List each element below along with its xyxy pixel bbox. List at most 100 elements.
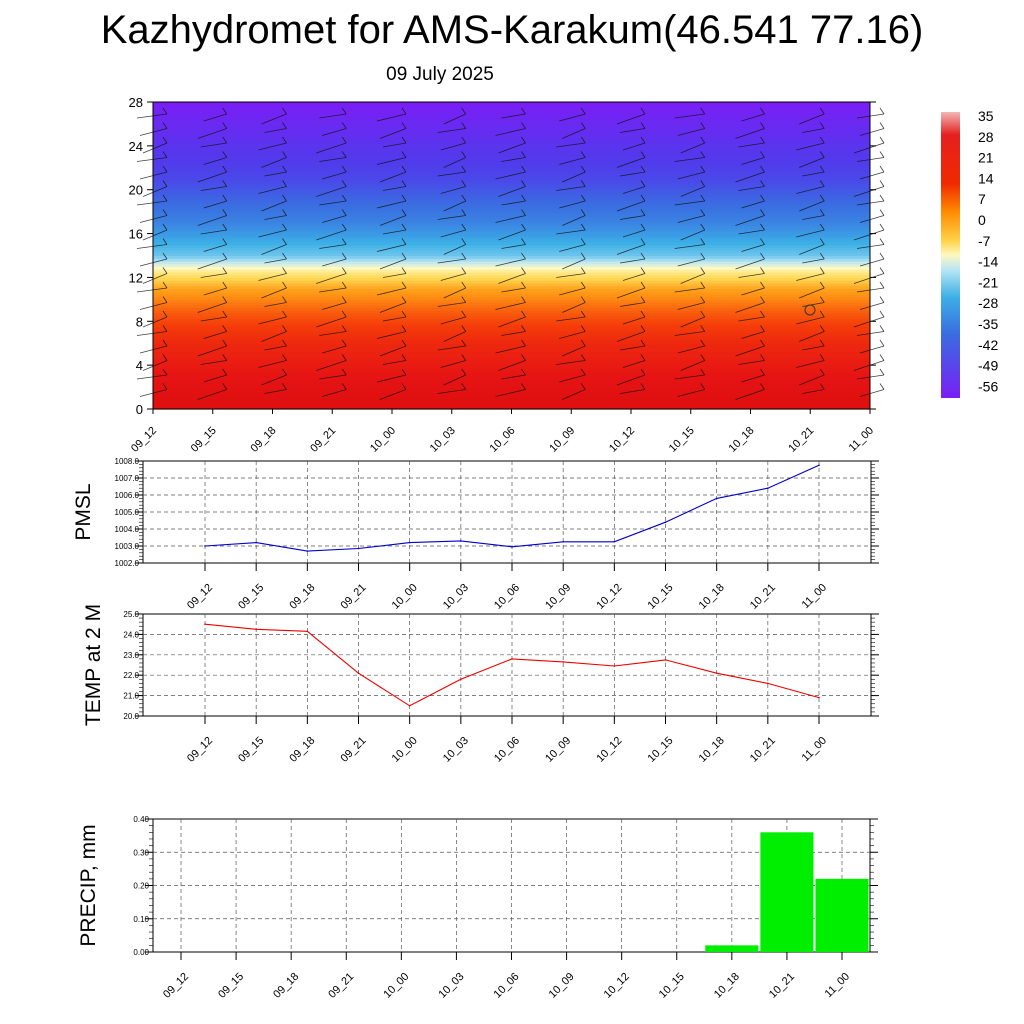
wind-barb (440, 142, 466, 151)
wind-barb-flag (282, 281, 287, 289)
temperature-band (153, 104, 870, 109)
wind-barb-flag (580, 151, 586, 158)
wind-barb (197, 302, 227, 313)
temperature-band (153, 151, 870, 155)
wind-barb (799, 157, 825, 168)
y-tick-label: 1006.0 (115, 491, 140, 500)
wind-barb (264, 215, 287, 220)
wind-barb (495, 258, 526, 267)
wind-barb-flag (879, 325, 885, 332)
wind-barb (322, 389, 347, 397)
wind-barb (622, 186, 646, 194)
temperature-band (153, 282, 870, 287)
x-tick-label: 10_12 (607, 425, 637, 455)
wind-barb-flag (760, 325, 765, 332)
wind-barb-flag (760, 281, 765, 289)
wind-barb (619, 345, 646, 351)
wind-barb-flag (640, 325, 646, 332)
wind-barb (674, 244, 705, 249)
wind-barb (498, 229, 526, 241)
y-tick-label: 0.20 (133, 882, 149, 891)
wind-barb-flag (879, 383, 885, 390)
wind-barb-flag (760, 296, 765, 303)
wind-barb-flag (640, 354, 646, 361)
temperature-band (153, 365, 870, 369)
wind-barb-flag (640, 151, 646, 158)
wind-barb (136, 374, 168, 380)
temperature-band (153, 269, 870, 273)
y-tick-label: 25.0 (123, 610, 139, 619)
y-tick-label: 0.40 (133, 815, 149, 824)
wind-barb-flag (760, 136, 765, 144)
wind-barb (322, 258, 347, 267)
x-tick-label: 09_18 (249, 425, 279, 455)
wind-barb (856, 113, 885, 119)
data-point (460, 678, 462, 681)
wind-barb (197, 171, 227, 183)
temperature-band (153, 307, 870, 311)
wind-barb-flag (700, 281, 706, 289)
wind-barb (258, 273, 287, 281)
wind-barb-flag (222, 194, 228, 202)
wind-barb-flag (341, 252, 347, 260)
wind-barb (799, 331, 825, 342)
y-axis-label: PMSL (72, 483, 95, 540)
wind-barb (440, 229, 466, 238)
precip-panel: 0.00 0.10 0.20 0.30 0.40 09_12 09_15 09_18 09_21… (77, 815, 878, 1001)
wind-barb-flag (879, 107, 885, 115)
temperature-band (153, 271, 870, 276)
wind-barb-flag (282, 267, 287, 274)
wind-barb (379, 345, 407, 357)
y-tick-label: 0.10 (133, 915, 149, 924)
wind-barb-flag (521, 223, 526, 231)
wind-barb-flag (580, 267, 586, 274)
wind-barb (674, 113, 705, 119)
colorbar-label: 14 (978, 170, 994, 186)
wind-barb (139, 128, 168, 136)
temperature-band (153, 313, 870, 317)
temperature-band (153, 329, 870, 333)
wind-barb-flag (401, 354, 407, 361)
x-tick-label: 10_09 (547, 971, 577, 1001)
wind-barb-flag (700, 368, 706, 376)
wind-barb (203, 200, 227, 209)
wind-barb (853, 229, 885, 241)
wind-barb-flag (341, 310, 347, 318)
wind-barb (559, 287, 586, 296)
wind-barb (856, 374, 885, 380)
data-point (357, 547, 360, 550)
wind-barb (622, 360, 646, 368)
temperature-band (153, 389, 870, 394)
x-tick-label: 09_12 (161, 971, 191, 1001)
wind-barb-flag (760, 122, 765, 129)
y-axis-label: PRECIP, mm (77, 824, 100, 946)
x-tick-label: 10_09 (547, 425, 577, 455)
wind-barb (379, 171, 407, 183)
wind-barb-flag (700, 223, 706, 231)
temperature-band (153, 211, 870, 215)
wind-barb-flag (401, 310, 407, 318)
wind-barb-flag (162, 238, 168, 245)
wind-barb (559, 200, 586, 209)
wind-barb-flag (580, 136, 586, 144)
wind-barb-flag (341, 180, 347, 187)
colorbar-label: -7 (978, 233, 991, 249)
wind-barb-flag (222, 296, 228, 303)
temperature-band (153, 162, 870, 166)
wind-barb (738, 316, 765, 322)
x-tick-label: 09_12 (185, 582, 215, 612)
wind-barb-flag (580, 252, 586, 260)
wind-barb (316, 229, 347, 241)
wind-barb-flag (222, 354, 228, 361)
y-tick-label: 16 (129, 227, 143, 242)
temp-panel: 20.0 21.0 22.0 23.0 24.0 25.0 09_12 09_15 09_18 0… (82, 604, 879, 765)
wind-barb (319, 331, 347, 336)
wind-barb (674, 157, 705, 162)
wind-barb (556, 142, 586, 148)
wind-barb (559, 374, 586, 383)
wind-barb-flag (401, 267, 407, 274)
wind-barb (319, 200, 347, 206)
wind-barb (316, 186, 347, 197)
wind-barb (680, 229, 705, 241)
